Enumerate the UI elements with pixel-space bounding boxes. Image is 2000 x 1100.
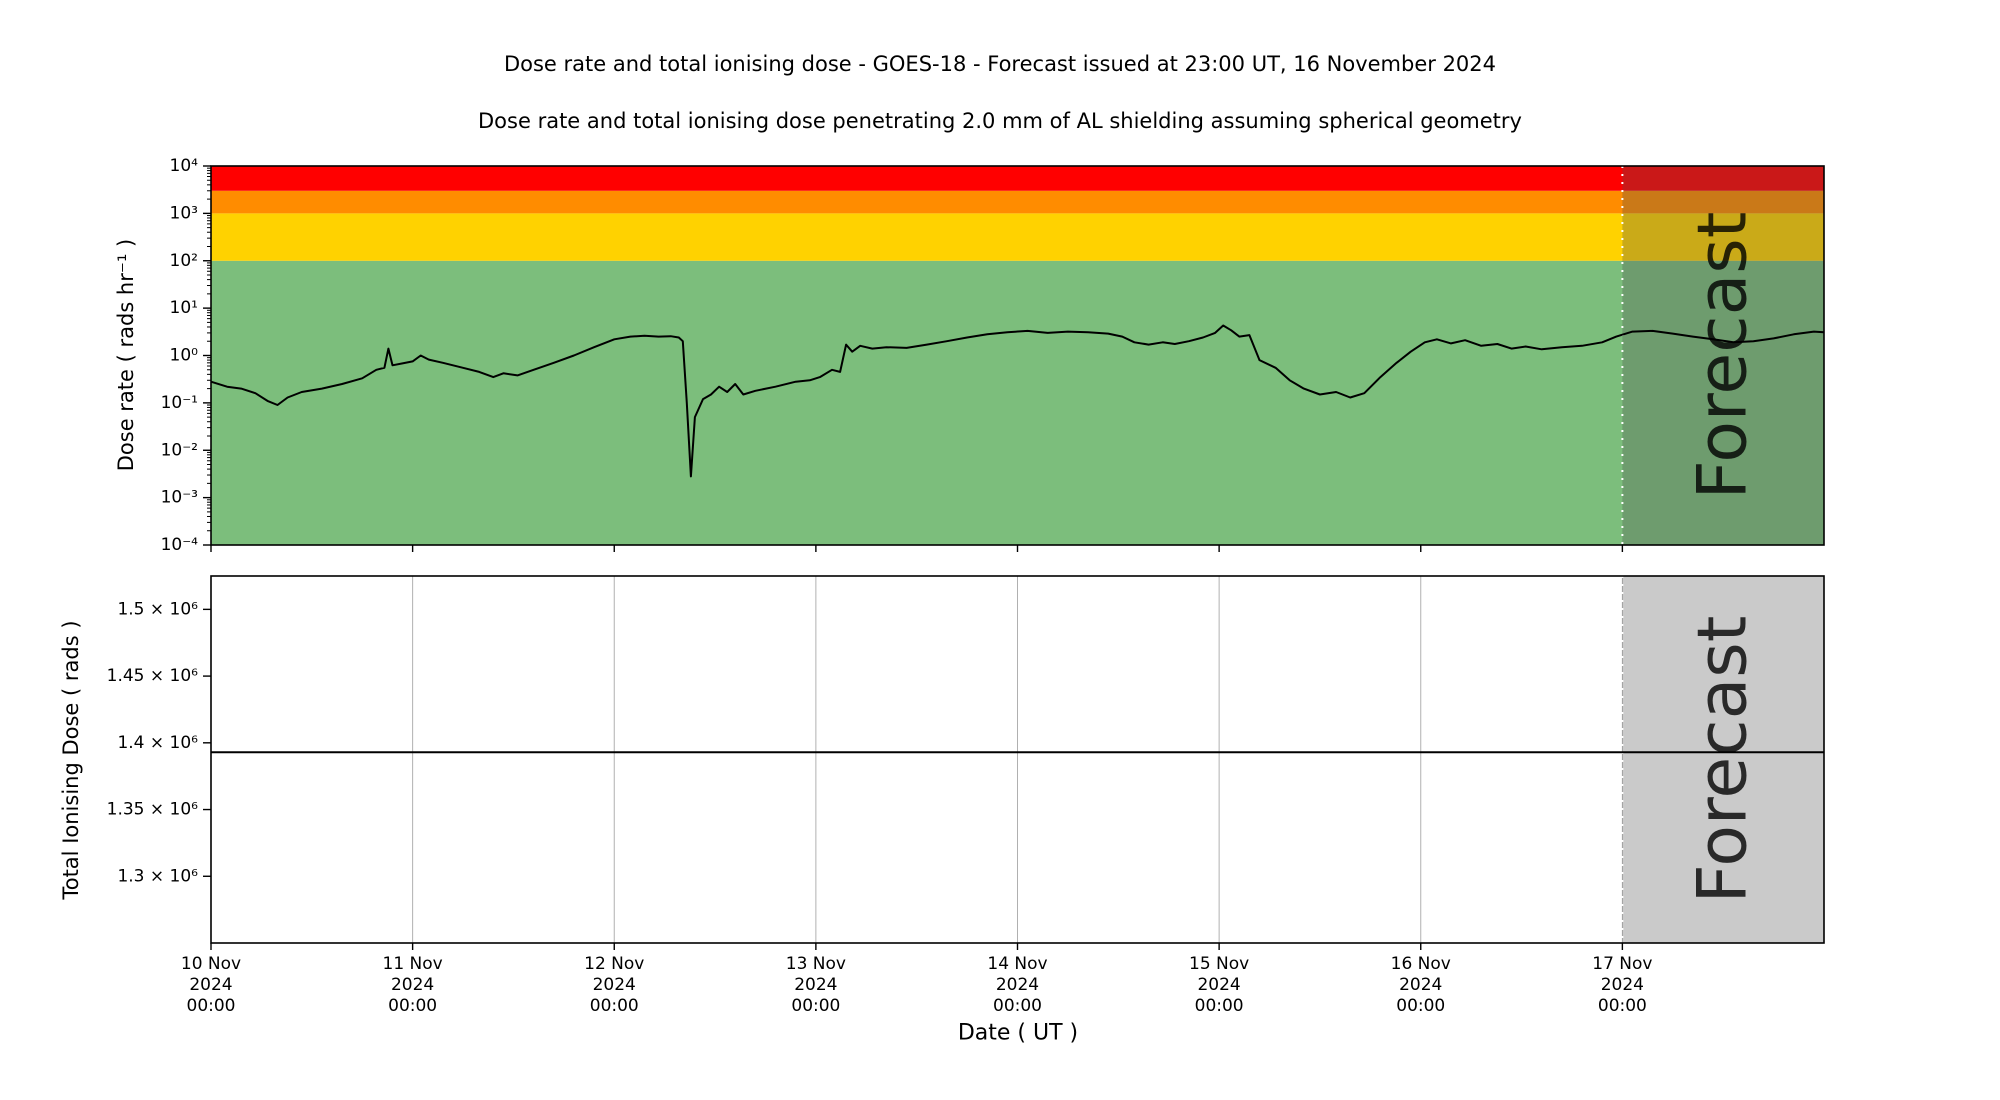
total-dose-y-tick-label: 1.3 × 10⁶ — [117, 866, 198, 886]
threshold-band-orange — [211, 190, 1824, 214]
date-tick-label-line: 2024 — [593, 975, 636, 995]
date-tick-label-line: 2024 — [1601, 975, 1644, 995]
threshold-band-yellow — [211, 213, 1824, 261]
forecast-watermark-bottom: Forecast — [1684, 616, 1763, 904]
date-tick-label-line: 2024 — [189, 975, 232, 995]
date-tick-label-line: 00:00 — [1598, 996, 1647, 1016]
date-tick-label-line: 00:00 — [388, 996, 437, 1016]
date-axis-label: Date ( UT ) — [957, 1020, 1079, 1046]
dose-rate-y-tick-label: 10¹ — [170, 298, 198, 318]
date-tick-label-line: 00:00 — [187, 996, 236, 1016]
total-dose-y-tick-label: 1.4 × 10⁶ — [117, 733, 198, 753]
date-tick-label-line: 2024 — [794, 975, 837, 995]
forecast-region-bottom — [1622, 576, 1824, 943]
date-tick-label-line: 00:00 — [590, 996, 639, 1016]
forecast-region-top — [1622, 166, 1824, 545]
dose-rate-y-tick-label: 10⁻³ — [161, 488, 198, 508]
dose-rate-y-tick-label: 10⁻⁴ — [161, 535, 199, 555]
dose-rate-y-tick-label: 10⁰ — [170, 346, 199, 366]
date-tick-label-line: 2024 — [391, 975, 434, 995]
dose-rate-y-tick-label: 10⁻¹ — [161, 393, 198, 413]
date-tick-label: 17 Nov 2024 00:00 — [1592, 954, 1652, 1016]
main-title: Dose rate and total ionising dose - GOES… — [503, 52, 1497, 76]
date-tick-label-line: 14 Nov — [987, 954, 1047, 974]
subtitle: Dose rate and total ionising dose penetr… — [478, 109, 1522, 133]
total-dose-y-tick-label: 1.45 × 10⁶ — [107, 666, 199, 686]
date-tick-label: 16 Nov 2024 00:00 — [1391, 954, 1451, 1016]
date-tick-label: 12 Nov 2024 00:00 — [584, 954, 644, 1016]
date-tick-label-line: 17 Nov — [1592, 954, 1652, 974]
date-tick-label-line: 12 Nov — [584, 954, 644, 974]
dose-rate-line — [210, 324, 1825, 478]
date-tick-label-line: 16 Nov — [1391, 954, 1451, 974]
date-tick-label-line: 00:00 — [993, 996, 1042, 1016]
total-dose-y-tick-label: 1.5 × 10⁶ — [117, 599, 198, 619]
date-tick-label-line: 15 Nov — [1189, 954, 1249, 974]
date-tick-label-line: 2024 — [996, 975, 1039, 995]
date-tick-label-line: 00:00 — [1195, 996, 1244, 1016]
date-tick-label-line: 2024 — [1399, 975, 1442, 995]
date-tick-label-line: 2024 — [1197, 975, 1240, 995]
date-tick-label: 11 Nov 2024 00:00 — [383, 954, 443, 1016]
date-tick-label-line: 00:00 — [791, 996, 840, 1016]
dose-rate-y-tick-label: 10² — [170, 251, 198, 271]
date-tick-label-line: 10 Nov — [181, 954, 241, 974]
date-tick-label-line: 11 Nov — [383, 954, 443, 974]
date-tick-label-line: 13 Nov — [786, 954, 846, 974]
date-tick-label: 13 Nov 2024 00:00 — [786, 954, 846, 1016]
forecast-watermark-top: Forecast — [1684, 212, 1763, 500]
dose-rate-y-tick-label: 10⁴ — [170, 156, 199, 176]
dose-rate-y-tick-label: 10⁻² — [161, 440, 198, 460]
date-tick-label: 14 Nov 2024 00:00 — [987, 954, 1047, 1016]
total-dose-y-tick-label: 1.35 × 10⁶ — [107, 800, 199, 820]
date-tick-label-line: 00:00 — [1396, 996, 1445, 1016]
date-tick-label: 10 Nov 2024 00:00 — [181, 954, 241, 1016]
date-tick-label: 15 Nov 2024 00:00 — [1189, 954, 1249, 1016]
dose-rate-y-tick-label: 10³ — [170, 203, 198, 223]
threshold-band-green — [211, 260, 1824, 545]
threshold-band-red — [211, 166, 1824, 191]
